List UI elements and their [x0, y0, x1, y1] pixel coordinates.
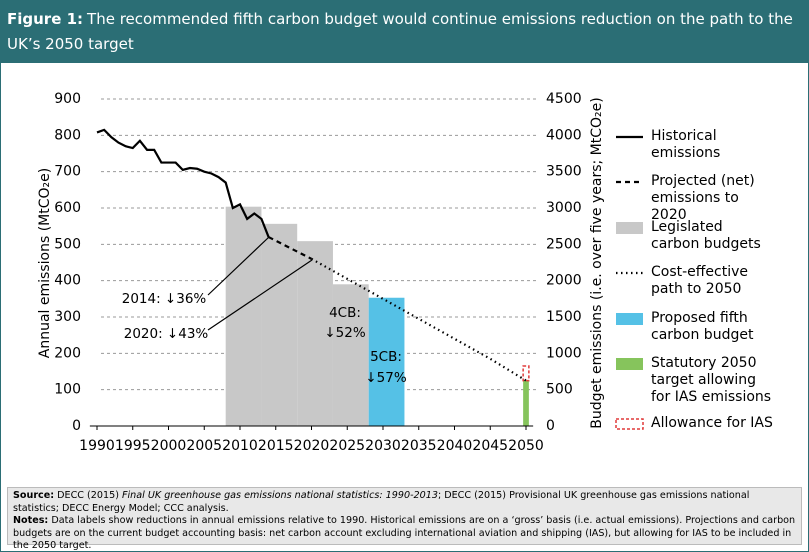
annotation: 2014: ↓36%: [122, 291, 207, 307]
legend-label: Allowance for IAS: [651, 415, 773, 431]
annotation: 4CB:: [329, 305, 361, 321]
notes-label: Notes:: [13, 515, 49, 526]
leader: [207, 259, 313, 331]
source: Source: DECC (2015) Final UK greenhouse g…: [13, 490, 796, 515]
annotation: ↓57%: [365, 370, 406, 386]
x-tick-label: 2030: [365, 438, 401, 454]
header: Figure 1: The recommended fifth carbon bu…: [1, 1, 808, 63]
source-text: ; DECC (2015) Provisional UK greenhouse …: [13, 490, 750, 514]
y2-tick-label: 1500: [546, 309, 582, 325]
source-text: Final UK greenhouse gas emissions nation…: [121, 490, 438, 501]
bar: [261, 223, 298, 426]
notes: Notes: Data labels show reductions in an…: [13, 515, 796, 551]
notes-text: Data labels show reductions in annual em…: [13, 515, 796, 551]
y-tick-label: 100: [54, 382, 81, 398]
legend-label: Legislated carbon budgets: [651, 219, 761, 252]
y-axis-title: Annual emissions (MtCO₂e): [37, 168, 53, 358]
legend-label: Historical emissions: [651, 128, 721, 161]
y-tick-label: 700: [54, 164, 81, 180]
x-tick-label: 2005: [186, 438, 222, 454]
y-tick-label: 0: [72, 418, 81, 434]
source-label: Source:: [13, 490, 55, 501]
legend-swatch: [616, 313, 643, 325]
bar: [225, 206, 262, 426]
y-tick-label: 200: [54, 345, 81, 361]
y2-tick-label: 2000: [546, 273, 582, 289]
figure-label: Figure 1:: [7, 10, 84, 28]
y2-tick-label: 2500: [546, 236, 582, 252]
footer: Source: DECC (2015) Final UK greenhouse g…: [7, 487, 802, 551]
legend-label: Proposed fifth carbon budget: [651, 310, 754, 343]
y2-axis-title: Budget emissions (i.e. over five years; …: [589, 97, 605, 429]
y-tick-label: 900: [54, 91, 81, 107]
x-tick-label: 2035: [401, 438, 437, 454]
x-tick-label: 2020: [294, 438, 330, 454]
legend-label: Projected (net) emissions to 2020: [651, 173, 755, 223]
annotation: 2020: ↓43%: [124, 326, 209, 342]
y2-tick-label: 1000: [546, 345, 582, 361]
x-tick-label: 2045: [472, 438, 508, 454]
line: [310, 257, 527, 382]
legend-swatch: [616, 358, 643, 370]
y-tick-label: 500: [54, 236, 81, 252]
legend-label: Statutory 2050 target allowing for IAS e…: [651, 355, 772, 405]
leader: [207, 236, 270, 296]
x-tick-label: 2000: [151, 438, 187, 454]
x-tick-label: 1995: [115, 438, 151, 454]
figure-title: The recommended fifth carbon budget woul…: [7, 10, 793, 53]
x-tick-label: 2010: [222, 438, 258, 454]
x-tick-label: 2015: [258, 438, 294, 454]
bar: [332, 284, 369, 426]
bar: [522, 365, 530, 382]
x-tick-label: 2025: [329, 438, 365, 454]
bar: [523, 380, 529, 426]
annotation: ↓52%: [324, 325, 365, 341]
y-tick-label: 400: [54, 273, 81, 289]
line: [268, 236, 312, 260]
y-tick-label: 300: [54, 309, 81, 325]
y-tick-label: 800: [54, 127, 81, 143]
bar: [368, 297, 405, 426]
x-tick-label: 2040: [437, 438, 473, 454]
bar: [297, 241, 333, 426]
y2-tick-label: 3500: [546, 164, 582, 180]
chart: Annual emissions (MtCO₂e) Budget emissio…: [37, 91, 644, 454]
legend-swatch: [615, 418, 644, 430]
y-tick-label: 600: [54, 200, 81, 216]
legend-label: Cost-effective path to 2050: [651, 264, 749, 297]
source-text: DECC (2015): [57, 490, 119, 501]
y2-tick-label: 4500: [546, 91, 582, 107]
line: [96, 128, 270, 238]
x-tick-label: 2050: [508, 438, 544, 454]
legend-swatch: [616, 222, 643, 234]
x-tick-label: 1990: [79, 438, 115, 454]
y2-tick-label: 0: [546, 418, 555, 434]
annotation: 5CB:: [370, 349, 402, 365]
y2-tick-label: 500: [546, 382, 573, 398]
y2-tick-label: 4000: [546, 127, 582, 143]
y2-tick-label: 3000: [546, 200, 582, 216]
